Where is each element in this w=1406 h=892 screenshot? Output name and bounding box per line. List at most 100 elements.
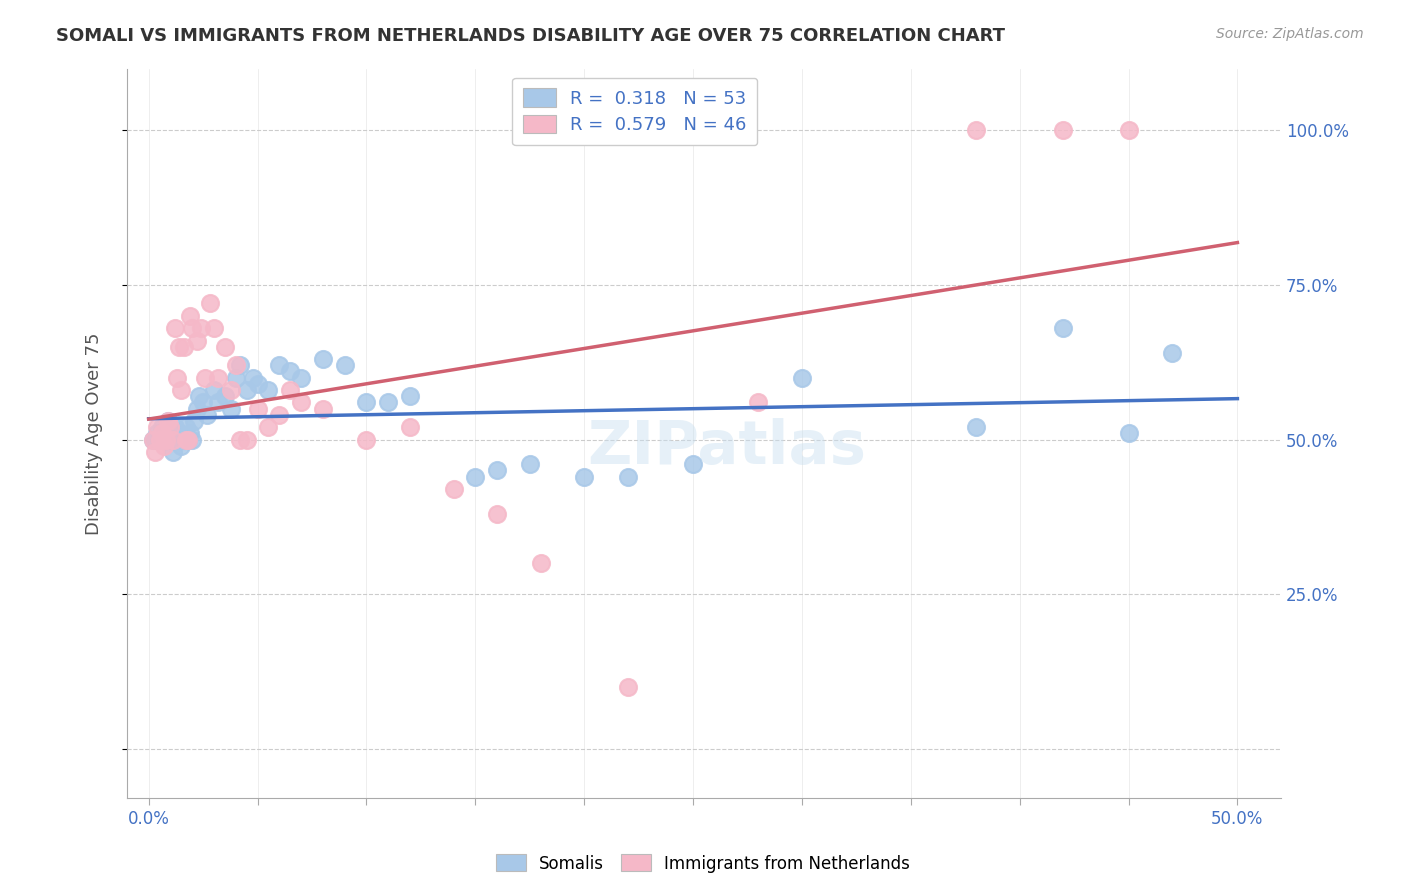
Point xyxy=(221,401,243,416)
Point xyxy=(312,401,335,416)
Point xyxy=(159,420,181,434)
Point xyxy=(174,433,197,447)
Point xyxy=(790,370,813,384)
Legend: Somalis, Immigrants from Netherlands: Somalis, Immigrants from Netherlands xyxy=(489,847,917,880)
Point xyxy=(167,426,190,441)
Legend: R =  0.318   N = 53, R =  0.579   N = 46: R = 0.318 N = 53, R = 0.579 N = 46 xyxy=(512,78,758,145)
Point xyxy=(207,370,229,384)
Point xyxy=(1118,123,1140,137)
Point xyxy=(965,123,987,137)
Point xyxy=(202,383,225,397)
Text: Source: ZipAtlas.com: Source: ZipAtlas.com xyxy=(1216,27,1364,41)
Point xyxy=(214,389,236,403)
Point xyxy=(1052,123,1074,137)
Point xyxy=(616,469,638,483)
Point xyxy=(225,370,247,384)
Point xyxy=(225,359,247,373)
Point xyxy=(356,395,378,409)
Point xyxy=(166,370,188,384)
Point xyxy=(235,383,257,397)
Point xyxy=(198,296,221,310)
Text: ZIPatlas: ZIPatlas xyxy=(588,418,866,477)
Point xyxy=(1118,426,1140,441)
Point xyxy=(1052,321,1074,335)
Point xyxy=(464,469,486,483)
Point xyxy=(616,680,638,694)
Point xyxy=(143,445,166,459)
Point xyxy=(290,370,312,384)
Point xyxy=(177,433,200,447)
Point xyxy=(1161,346,1184,360)
Point xyxy=(146,420,169,434)
Point xyxy=(194,370,217,384)
Point xyxy=(530,556,553,570)
Point xyxy=(173,433,195,447)
Point xyxy=(399,389,422,403)
Point xyxy=(399,420,422,434)
Point xyxy=(183,414,205,428)
Point xyxy=(163,321,186,335)
Point xyxy=(150,420,173,434)
Point xyxy=(278,383,301,397)
Point xyxy=(214,340,236,354)
Point xyxy=(377,395,399,409)
Point xyxy=(965,420,987,434)
Point xyxy=(278,364,301,378)
Point xyxy=(186,401,208,416)
Point xyxy=(246,376,269,391)
Point xyxy=(179,309,201,323)
Point xyxy=(235,433,257,447)
Point xyxy=(312,352,335,367)
Point xyxy=(356,433,378,447)
Point xyxy=(202,321,225,335)
Point xyxy=(229,433,252,447)
Point xyxy=(191,395,214,409)
Point xyxy=(142,433,165,447)
Point xyxy=(229,359,252,373)
Point xyxy=(155,433,177,447)
Point xyxy=(142,433,165,447)
Point xyxy=(177,433,200,447)
Point xyxy=(181,321,204,335)
Point xyxy=(269,359,291,373)
Point xyxy=(682,457,704,471)
Point xyxy=(153,439,176,453)
Point xyxy=(519,457,541,471)
Text: SOMALI VS IMMIGRANTS FROM NETHERLANDS DISABILITY AGE OVER 75 CORRELATION CHART: SOMALI VS IMMIGRANTS FROM NETHERLANDS DI… xyxy=(56,27,1005,45)
Point xyxy=(170,383,193,397)
Point xyxy=(187,389,209,403)
Point xyxy=(150,426,173,441)
Point xyxy=(257,420,280,434)
Point xyxy=(269,408,291,422)
Point xyxy=(157,414,180,428)
Point xyxy=(162,445,184,459)
Point xyxy=(173,340,195,354)
Y-axis label: Disability Age Over 75: Disability Age Over 75 xyxy=(86,332,103,534)
Point xyxy=(148,433,170,447)
Point xyxy=(170,439,193,453)
Point xyxy=(153,433,176,447)
Point xyxy=(242,370,264,384)
Point xyxy=(146,426,169,441)
Point xyxy=(486,463,509,477)
Point xyxy=(747,395,769,409)
Point xyxy=(143,433,166,447)
Point xyxy=(181,433,204,447)
Point xyxy=(207,395,229,409)
Point xyxy=(190,321,212,335)
Point xyxy=(155,433,177,447)
Point xyxy=(148,433,170,447)
Point xyxy=(163,420,186,434)
Point xyxy=(166,433,188,447)
Point xyxy=(333,359,356,373)
Point xyxy=(290,395,312,409)
Point xyxy=(186,334,208,348)
Point xyxy=(197,408,219,422)
Point xyxy=(159,433,181,447)
Point xyxy=(443,482,465,496)
Point xyxy=(157,414,180,428)
Point xyxy=(257,383,280,397)
Point xyxy=(162,433,184,447)
Point xyxy=(179,426,201,441)
Point xyxy=(167,340,190,354)
